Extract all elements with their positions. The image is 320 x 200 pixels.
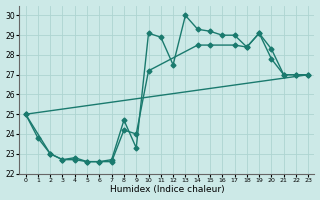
X-axis label: Humidex (Indice chaleur): Humidex (Indice chaleur) [110,185,224,194]
